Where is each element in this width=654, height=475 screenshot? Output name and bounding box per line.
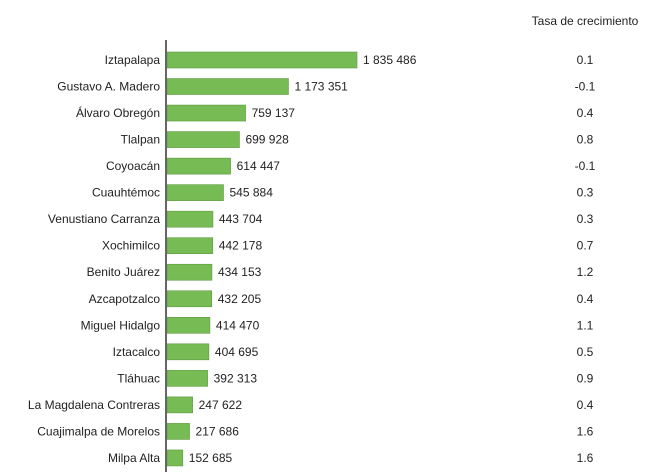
growth-rate-value: 0.9 xyxy=(577,371,594,385)
value-label: 614 447 xyxy=(237,159,281,173)
growth-rate-value: 0.5 xyxy=(577,345,594,359)
value-label: 1 835 486 xyxy=(363,53,417,67)
growth-rate-value: 0.3 xyxy=(577,186,594,200)
value-label: 699 928 xyxy=(245,133,289,147)
category-label: Cuauhtémoc xyxy=(92,186,160,200)
category-label: Azcapotzalco xyxy=(89,292,161,306)
bar xyxy=(166,316,211,334)
growth-rate-value: 0.8 xyxy=(577,133,594,147)
bar xyxy=(166,51,358,69)
growth-rate-value: 1.1 xyxy=(577,318,594,332)
growth-rate-value: 0.4 xyxy=(577,398,594,412)
bar xyxy=(166,263,213,281)
bar xyxy=(166,343,210,361)
category-label: Tlalpan xyxy=(121,133,160,147)
growth-rate-value: 0.4 xyxy=(577,292,594,306)
category-label: Benito Juárez xyxy=(87,265,160,279)
value-label: 217 686 xyxy=(196,424,240,438)
value-label: 152 685 xyxy=(189,451,233,465)
value-label: 432 205 xyxy=(218,292,262,306)
growth-rate-value: -0.1 xyxy=(575,159,596,173)
category-label: Iztacalco xyxy=(113,345,161,359)
growth-rate-value: 1.6 xyxy=(577,424,594,438)
value-label: 545 884 xyxy=(230,186,274,200)
growth-rate-header: Tasa de crecimiento xyxy=(532,14,639,28)
bar xyxy=(166,157,231,175)
value-label: 434 153 xyxy=(218,265,262,279)
category-label: Iztapalapa xyxy=(105,53,161,67)
category-label: Miguel Hidalgo xyxy=(81,318,161,332)
category-label: Xochimilco xyxy=(102,239,160,253)
growth-rate-value: 0.3 xyxy=(577,212,594,226)
value-label: 392 313 xyxy=(214,371,258,385)
category-label: Coyoacán xyxy=(106,159,160,173)
bar xyxy=(166,290,213,308)
category-label: Cuajimalpa de Morelos xyxy=(37,424,160,438)
category-label: Tláhuac xyxy=(117,371,160,385)
bar xyxy=(166,237,214,255)
growth-rate-value: 0.7 xyxy=(577,239,594,253)
bar xyxy=(166,131,240,148)
category-label: Álvaro Obregón xyxy=(76,105,160,120)
bar xyxy=(166,396,193,414)
bar xyxy=(166,370,208,387)
category-label: Milpa Alta xyxy=(108,451,160,465)
bar xyxy=(166,104,246,122)
growth-rate-value: 0.4 xyxy=(577,106,594,120)
value-label: 247 622 xyxy=(199,398,243,412)
category-label: Venustiano Carranza xyxy=(48,212,160,226)
value-label: 443 704 xyxy=(219,212,263,226)
bar xyxy=(166,449,184,467)
bar xyxy=(166,423,190,440)
growth-rate-value: 1.6 xyxy=(577,451,594,465)
bar xyxy=(166,210,214,228)
value-label: 759 137 xyxy=(252,106,296,120)
category-label: La Magdalena Contreras xyxy=(28,398,160,412)
value-label: 1 173 351 xyxy=(294,80,348,94)
growth-rate-value: 0.1 xyxy=(577,53,594,67)
bar xyxy=(166,184,224,201)
bars-layer: Iztapalapa 1 835 486 0.1 Gustavo A. Madero 1… xyxy=(28,51,596,467)
value-label: 404 695 xyxy=(215,345,259,359)
growth-rate-value: -0.1 xyxy=(575,80,596,94)
value-label: 442 178 xyxy=(219,239,263,253)
bar xyxy=(166,78,289,95)
value-label: 414 470 xyxy=(216,318,260,332)
growth-rate-value: 1.2 xyxy=(577,265,594,279)
category-label: Gustavo A. Madero xyxy=(57,80,160,94)
